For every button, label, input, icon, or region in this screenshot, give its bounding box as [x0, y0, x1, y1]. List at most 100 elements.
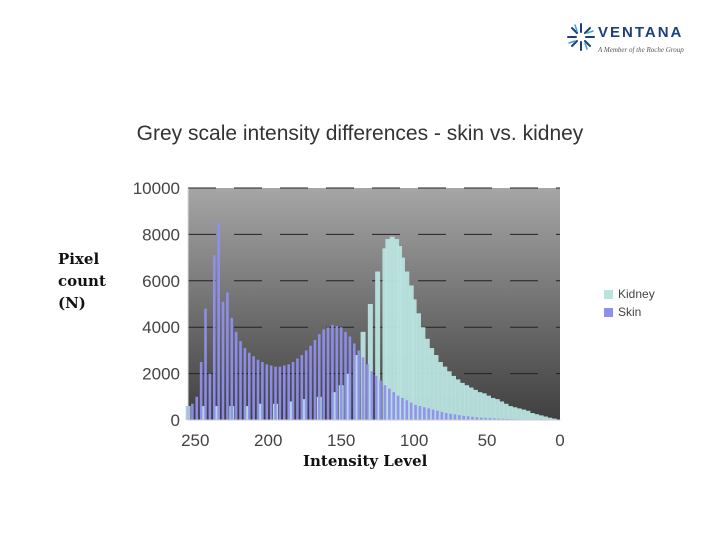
bar-kidney: [429, 348, 435, 420]
bar-skin: [304, 350, 308, 420]
chart-title: Grey scale intensity differences - skin …: [136, 122, 584, 145]
bar-kidney: [397, 246, 403, 420]
logo-tagline: A Member of the Roche Group: [598, 46, 684, 54]
bar-kidney: [200, 406, 206, 420]
bar-kidney: [499, 401, 505, 420]
bar-skin: [379, 380, 382, 420]
bar-skin: [374, 375, 378, 420]
y-tick-label: 2000: [142, 365, 180, 384]
bar-kidney: [472, 389, 478, 420]
bar-kidney: [486, 395, 492, 420]
bar-skin: [243, 348, 247, 420]
x-tick-label: 50: [478, 431, 497, 450]
bar-skin: [388, 388, 391, 420]
bar-kidney: [477, 392, 483, 420]
x-tick-label: 0: [555, 431, 564, 450]
bar-kidney: [525, 410, 531, 420]
bar-kidney: [394, 239, 400, 420]
y-axis-label-line: Pixel: [58, 250, 100, 268]
bar-skin: [313, 339, 317, 420]
y-axis-label-line: (N): [58, 294, 86, 312]
bar-skin: [497, 418, 501, 420]
bar-kidney: [468, 387, 474, 420]
bar-skin: [484, 417, 487, 420]
bar-skin: [344, 331, 347, 420]
bar-skin: [256, 359, 260, 420]
bar-kidney: [389, 236, 395, 420]
bar-kidney: [521, 409, 527, 420]
bar-skin: [427, 408, 431, 420]
bar-skin: [436, 410, 439, 420]
bar-kidney: [512, 407, 518, 420]
bar-skin: [444, 413, 448, 420]
bar-kidney: [542, 416, 548, 420]
bar-skin: [317, 334, 321, 420]
bar-skin: [278, 366, 282, 420]
bar-kidney: [302, 399, 308, 420]
x-tick-label: 100: [400, 431, 428, 450]
bar-kidney: [547, 417, 553, 420]
bar-skin: [261, 362, 264, 420]
bar-skin: [217, 222, 220, 420]
bar-skin: [287, 364, 290, 420]
bar-kidney: [529, 413, 535, 420]
y-tick-label: 10000: [133, 179, 180, 198]
bar-skin: [440, 411, 444, 420]
bar-skin: [239, 341, 242, 420]
y-axis-label-line: count: [58, 272, 106, 290]
bar-kidney: [551, 418, 557, 420]
y-tick-label: 8000: [142, 225, 180, 244]
bar-skin: [204, 308, 207, 420]
bar-kidney: [464, 385, 470, 420]
bar-kidney: [258, 403, 264, 420]
ventana-star-icon: [567, 23, 595, 51]
bar-skin: [414, 404, 417, 420]
bar-kidney: [382, 248, 388, 420]
bar-skin: [453, 414, 457, 420]
bar-skin: [291, 362, 295, 420]
bar-kidney: [516, 408, 522, 420]
logo-wordmark: VENTANA: [598, 24, 684, 41]
bar-skin: [221, 301, 225, 420]
bar-kidney: [424, 338, 430, 420]
y-tick-label: 0: [171, 411, 180, 430]
bar-skin: [370, 371, 374, 420]
bar-skin: [208, 373, 212, 420]
bar-skin: [392, 392, 395, 420]
bar-kidney: [459, 382, 465, 420]
bar-kidney: [433, 355, 439, 420]
bar-skin: [309, 345, 312, 420]
bar-skin: [339, 327, 343, 420]
legend-swatch-kidney: [604, 289, 613, 299]
bar-kidney: [437, 362, 443, 420]
bar-skin: [326, 327, 330, 420]
bar-skin: [401, 397, 404, 420]
bar-skin: [247, 352, 251, 420]
bar-skin: [331, 324, 334, 420]
x-tick-label: 150: [327, 431, 355, 450]
bar-skin: [234, 331, 238, 420]
bar-kidney: [331, 392, 337, 420]
bar-skin: [396, 395, 400, 420]
ventana-logo: VENTANA A Member of the Roche Group: [566, 18, 706, 62]
bar-skin: [423, 407, 426, 420]
bar-kidney: [503, 403, 509, 420]
bar-kidney: [494, 399, 500, 420]
bar-skin: [195, 396, 199, 420]
bar-skin: [252, 356, 255, 420]
x-tick-label: 250: [181, 431, 209, 450]
bar-skin: [383, 385, 387, 420]
bar-kidney: [420, 327, 426, 420]
bar-skin: [230, 317, 234, 420]
bar-skin: [348, 336, 352, 420]
bar-skin: [458, 415, 461, 420]
bar-skin: [479, 417, 483, 420]
bar-skin: [431, 409, 435, 420]
bar-skin: [475, 417, 479, 420]
legend-item-skin: Skin: [604, 303, 655, 321]
bar-skin: [466, 416, 470, 420]
bar-kidney: [415, 313, 421, 420]
bar-skin: [361, 357, 365, 420]
bar-kidney: [353, 355, 359, 420]
x-tick-label: 200: [254, 431, 282, 450]
